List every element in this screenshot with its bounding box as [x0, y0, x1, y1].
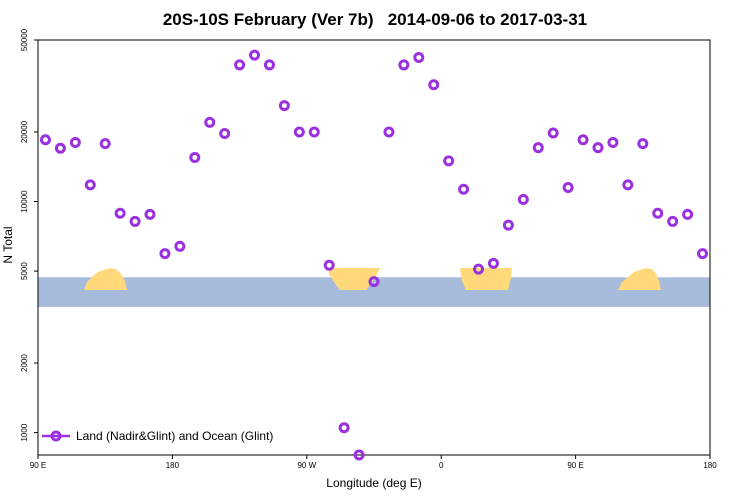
data-point: [607, 137, 619, 149]
data-point: [697, 248, 709, 260]
data-point: [323, 259, 335, 271]
data-point: [278, 100, 290, 112]
y-tick-label: 20000: [20, 120, 29, 143]
y-tick-label: 10000: [20, 190, 29, 213]
data-point: [413, 51, 425, 63]
y-tick-label: 2000: [20, 354, 29, 372]
y-tick-label: 1000: [20, 423, 29, 441]
data-point: [428, 79, 440, 91]
data-point: [622, 179, 634, 191]
data-point: [652, 207, 664, 219]
legend-label: Land (Nadir&Glint) and Ocean (Glint): [76, 429, 273, 443]
land-mass: [328, 268, 380, 290]
data-point: [234, 59, 246, 71]
data-point: [54, 142, 66, 154]
legend: Land (Nadir&Glint) and Ocean (Glint): [42, 429, 273, 443]
data-point: [562, 181, 574, 193]
data-point: [473, 263, 485, 275]
legend-marker: [50, 430, 62, 442]
land-mass: [618, 268, 661, 290]
data-point: [547, 127, 559, 139]
data-point: [383, 126, 395, 138]
data-point: [174, 240, 186, 252]
data-point: [263, 59, 275, 71]
data-point: [532, 142, 544, 154]
land-mass: [84, 268, 127, 290]
x-tick-label: 90 E: [567, 461, 583, 470]
y-tick-label: 5000: [20, 262, 29, 280]
data-point: [249, 49, 261, 61]
data-point: [338, 422, 350, 434]
x-tick-label: 0: [439, 461, 444, 470]
data-point: [368, 276, 380, 288]
data-point: [458, 183, 470, 195]
data-point: [592, 142, 604, 154]
data-point: [84, 179, 96, 191]
data-point: [69, 137, 81, 149]
data-point: [398, 59, 410, 71]
data-point: [577, 134, 589, 146]
data-point: [293, 126, 305, 138]
data-point: [159, 248, 171, 260]
y-tick-label: 50000: [20, 28, 29, 51]
data-point: [129, 215, 141, 227]
data-point: [189, 152, 201, 164]
data-point: [99, 138, 111, 150]
data-point: [487, 257, 499, 269]
data-point: [219, 127, 231, 139]
ocean-band: [38, 277, 710, 307]
data-point: [502, 219, 514, 231]
plot-frame: [37, 39, 711, 456]
data-point: [637, 138, 649, 150]
data-point: [204, 116, 216, 128]
chart-title: 20S-10S February (Ver 7b) 2014-09-06 to …: [162, 10, 588, 29]
x-tick-label: 180: [166, 461, 180, 470]
x-tick-label: 180: [703, 461, 717, 470]
data-point: [682, 208, 694, 220]
land-mass: [460, 268, 512, 290]
data-point: [517, 194, 529, 206]
data-point: [144, 208, 156, 220]
data-point: [353, 449, 365, 461]
data-point: [308, 126, 320, 138]
x-tick-label: 90 E: [30, 461, 46, 470]
map-band: [38, 268, 710, 307]
data-points: [39, 49, 709, 461]
data-point: [39, 134, 51, 146]
x-axis-label: Longitude (deg E): [326, 476, 422, 490]
x-tick-label: 90 W: [297, 461, 316, 470]
axes: 90 E 180 90 W 0 90 E 180 1000 2000 5000 10000 2000…: [20, 28, 717, 470]
data-point: [114, 207, 126, 219]
data-point: [667, 215, 679, 227]
data-point: [443, 155, 455, 167]
